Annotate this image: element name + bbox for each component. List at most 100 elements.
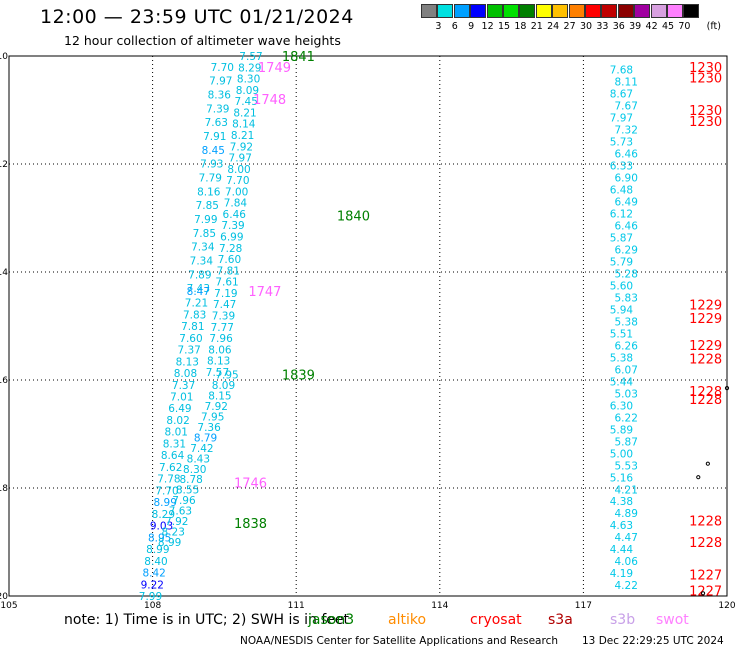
wave-height-value: 7.95 — [215, 370, 238, 382]
legend-label: 15 — [497, 21, 511, 32]
longitude-label: 105 — [0, 601, 17, 611]
island-outline — [705, 461, 710, 466]
wave-height-value: 8.13 — [176, 356, 199, 368]
wave-height-value: 7.36 — [197, 422, 221, 434]
wave-height-value: 6.46 — [615, 220, 639, 232]
wave-height-value: 7.60 — [218, 254, 241, 266]
wave-height-value: 4.22 — [615, 580, 638, 592]
page-title: 12:00 — 23:59 UTC 01/21/2024 — [40, 6, 354, 28]
satellite-label-cryosat: cryosat — [470, 612, 522, 628]
wave-height-value: 8.11 — [615, 76, 638, 88]
legend-swatch — [601, 4, 618, 18]
wave-height-value: 5.16 — [610, 472, 634, 484]
island-outline — [696, 475, 701, 480]
satellite-label-s3b: s3b — [610, 612, 636, 628]
wave-height-value: 6.90 — [615, 172, 638, 184]
legend-label: 30 — [579, 21, 593, 32]
wave-height-value: 8.02 — [166, 415, 189, 427]
wave-height-value: 7.00 — [225, 186, 248, 198]
wave-height-value: 6.22 — [615, 412, 638, 424]
wave-height-value: 8.29 — [238, 62, 261, 74]
legend-swatch — [568, 4, 585, 18]
wave-height-value: 7.92 — [205, 401, 228, 413]
wave-height-value: 7.93 — [200, 159, 223, 171]
wave-height-value: 8.08 — [174, 368, 197, 380]
wave-height-value: 8.00 — [227, 164, 250, 176]
pass-label: 1227 — [689, 585, 722, 600]
legend-label: 70 — [678, 21, 691, 32]
legend-swatch — [519, 4, 536, 18]
credit-text: NOAA/NESDIS Center for Satellite Applica… — [240, 635, 558, 647]
wave-height-value: 5.03 — [615, 388, 638, 400]
wave-height-value: 7.70 — [226, 175, 249, 187]
legend-swatch — [470, 4, 487, 18]
wave-height-value: 7.63 — [205, 117, 228, 129]
legend-label: 36 — [612, 21, 625, 32]
legend-label: 42 — [645, 21, 658, 32]
legend-label: 12 — [481, 21, 494, 32]
wave-height-value: 6.99 — [220, 232, 243, 244]
legend-label: 18 — [514, 21, 527, 32]
wave-height-value: 5.87 — [615, 436, 638, 448]
wave-height-value: 8.99 — [158, 537, 181, 549]
pass-label: 1229 — [689, 339, 722, 354]
longitude-label: 108 — [144, 601, 161, 611]
legend-swatch — [421, 4, 437, 18]
wave-height-value: 8.15 — [208, 391, 231, 403]
wave-height-value: 7.96 — [209, 333, 233, 345]
legend-swatch — [535, 4, 552, 18]
wave-height-value: 8.40 — [144, 556, 167, 568]
longitude-label: 117 — [575, 601, 592, 611]
pass-label: 1228 — [689, 385, 722, 400]
wave-height-value: 9.22 — [141, 579, 164, 591]
legend-swatch — [683, 4, 700, 18]
wave-height-value: 7.60 — [179, 333, 202, 345]
wave-height-value: 7.57 — [239, 51, 262, 63]
wave-height-value: 5.94 — [610, 304, 634, 316]
wave-height-value: 6.12 — [610, 208, 633, 220]
pass-label: 1747 — [248, 285, 281, 300]
wave-height-value: 5.38 — [610, 352, 633, 364]
wave-height-value: 7.19 — [214, 288, 237, 300]
wave-height-value: 8.64 — [161, 450, 185, 462]
satellite-label-jason3: jason3 — [308, 612, 355, 628]
wave-height-value: 4.06 — [615, 556, 639, 568]
wave-height-value: 7.81 — [217, 265, 240, 277]
wave-height-value: 8.42 — [142, 568, 165, 580]
wave-height-value: 7.79 — [199, 173, 222, 185]
wave-height-value: 8.09 — [212, 380, 235, 392]
pass-label: 1838 — [234, 517, 267, 532]
wave-height-value: 7.63 — [169, 506, 192, 518]
wave-height-value: 6.30 — [610, 400, 633, 412]
wave-height-value: 8.99 — [146, 544, 169, 556]
wave-height-value: 5.53 — [615, 460, 638, 472]
wave-height-value: 7.42 — [190, 443, 213, 455]
wave-height-value: 5.83 — [615, 292, 638, 304]
wave-height-value: 7.96 — [172, 495, 196, 507]
pass-label: 1228 — [689, 536, 722, 551]
legend-unit: (ft) — [706, 21, 721, 32]
pass-label: 1230 — [689, 72, 722, 87]
wave-height-value: 7.39 — [221, 220, 244, 232]
pass-label: 1228 — [689, 352, 722, 367]
wave-height-value: 7.39 — [212, 310, 235, 322]
footer-note: note: 1) Time is in UTC; 2) SWH is in fe… — [64, 612, 350, 628]
wave-height-value: 8.36 — [208, 89, 232, 101]
pass-label: 1230 — [689, 61, 722, 76]
wave-height-value: 7.34 — [191, 242, 215, 254]
legend-swatch — [617, 4, 634, 18]
wave-height-value: 5.60 — [610, 280, 633, 292]
wave-height-value: 8.21 — [233, 107, 256, 119]
satellite-label-s3a: s3a — [548, 612, 573, 628]
wave-height-value: 6.46 — [223, 209, 247, 221]
latitude-label: 12 — [0, 160, 8, 170]
wave-height-value: 7.43 — [187, 283, 210, 295]
wave-height-value: 7.99 — [194, 214, 217, 226]
wave-height-value: 7.57 — [206, 367, 229, 379]
wave-height-value: 7.92 — [230, 141, 253, 153]
wave-height-value: 5.28 — [615, 268, 638, 280]
latitude-label: 16 — [0, 376, 8, 386]
wave-height-value: 4.38 — [610, 496, 633, 508]
wave-height-value: 7.99 — [139, 591, 162, 603]
